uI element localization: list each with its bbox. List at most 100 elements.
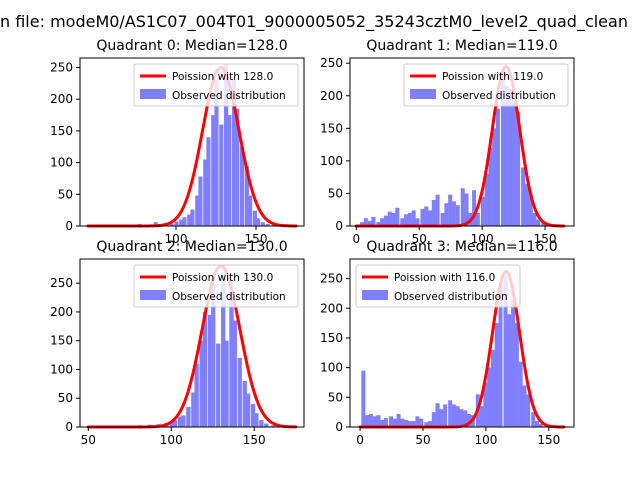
histogram-bar bbox=[380, 218, 385, 226]
histogram-bar bbox=[244, 165, 249, 226]
histogram-bar bbox=[383, 215, 389, 226]
legend-box bbox=[133, 63, 299, 107]
axes-frame bbox=[79, 258, 305, 428]
histogram-bar bbox=[455, 205, 460, 226]
histogram-bar bbox=[521, 167, 526, 226]
histogram-bar bbox=[270, 425, 276, 427]
histogram-bar bbox=[443, 404, 448, 427]
histogram-bar bbox=[495, 108, 501, 226]
y-tick-label: 150 bbox=[320, 121, 343, 135]
y-tick-label: 50 bbox=[58, 187, 73, 201]
histogram-bar bbox=[475, 212, 480, 226]
y-tick-label: 50 bbox=[58, 391, 73, 405]
histogram-bar bbox=[250, 403, 256, 427]
histogram-bar bbox=[153, 222, 158, 226]
histogram-bar bbox=[503, 275, 508, 427]
subplot-title: Quadrant 0: Median=128.0 bbox=[96, 38, 287, 54]
histogram-bar bbox=[467, 413, 472, 427]
histogram-bar bbox=[211, 283, 216, 427]
histogram-bar bbox=[383, 418, 389, 427]
histogram-bar bbox=[182, 217, 187, 226]
histogram-bar bbox=[522, 385, 527, 427]
histogram-bar bbox=[252, 210, 257, 226]
y-tick-label: 0 bbox=[65, 219, 73, 233]
histogram-bar bbox=[395, 207, 400, 226]
histogram-bar bbox=[501, 69, 506, 226]
histogram-bar bbox=[531, 412, 536, 427]
axes-frame bbox=[349, 258, 575, 428]
histogram-bar bbox=[191, 392, 196, 427]
histogram-bar bbox=[407, 212, 412, 226]
y-tick-label: 0 bbox=[335, 219, 343, 233]
legend-hist-swatch bbox=[362, 290, 388, 300]
histogram-bar bbox=[174, 221, 179, 226]
y-tick-label: 200 bbox=[320, 89, 343, 103]
y-tick-label: 200 bbox=[50, 92, 73, 106]
histogram-bar bbox=[235, 108, 240, 226]
y-tick-label: 100 bbox=[320, 361, 343, 375]
histogram-bar bbox=[484, 173, 489, 226]
histogram-bar bbox=[232, 80, 237, 226]
histogram-bar bbox=[237, 357, 242, 427]
x-tick-label: 150 bbox=[243, 433, 266, 447]
axes-frame bbox=[79, 57, 305, 227]
histogram-bar bbox=[198, 176, 203, 226]
histogram-bar bbox=[444, 203, 449, 226]
histogram-bar bbox=[363, 218, 368, 226]
x-tick-label: 100 bbox=[471, 232, 494, 246]
histogram-bar bbox=[480, 196, 485, 226]
histogram-bar bbox=[464, 193, 469, 226]
x-tick-label: 50 bbox=[415, 433, 430, 447]
histogram-bar bbox=[538, 424, 543, 427]
histogram-bar bbox=[420, 209, 425, 226]
histogram-bar bbox=[245, 393, 251, 427]
histogram-bar bbox=[179, 219, 184, 226]
y-tick-label: 200 bbox=[50, 305, 73, 319]
histogram-bar bbox=[380, 419, 385, 427]
histogram-bar bbox=[431, 199, 436, 226]
histogram-bar bbox=[372, 416, 377, 427]
x-tick-label: 150 bbox=[534, 232, 557, 246]
histogram-bar bbox=[507, 314, 512, 427]
histogram-bar bbox=[487, 367, 492, 427]
histogram-bar bbox=[224, 340, 229, 427]
legend-box bbox=[133, 264, 299, 308]
histogram-bar bbox=[528, 193, 533, 226]
histogram-bar bbox=[498, 284, 503, 427]
legend-hist-label: Observed distribution bbox=[394, 291, 508, 303]
figure-suptitle: n file: modeM0/AS1C07_004T01_9000005052_… bbox=[0, 12, 628, 31]
histogram-bar bbox=[435, 194, 440, 226]
histogram-bar bbox=[396, 413, 401, 427]
histogram-bar bbox=[368, 413, 373, 427]
legend-hist-label: Observed distribution bbox=[442, 90, 556, 102]
y-tick-label: 100 bbox=[50, 156, 73, 170]
legend: Poission with 128.0 Observed distribution bbox=[133, 63, 299, 107]
histogram-bar bbox=[400, 418, 405, 427]
histogram-bar bbox=[216, 343, 221, 427]
histogram-bar bbox=[181, 415, 186, 427]
histogram-bar bbox=[504, 86, 509, 226]
histogram-bar bbox=[240, 146, 245, 226]
histogram-bar bbox=[207, 314, 213, 427]
y-tick-label: 150 bbox=[50, 334, 73, 348]
histogram-bar bbox=[211, 115, 216, 226]
histogram-bar bbox=[169, 421, 174, 427]
histogram-bar bbox=[451, 404, 456, 427]
histogram-bar bbox=[534, 421, 540, 427]
y-tick-label: 50 bbox=[328, 390, 343, 404]
histogram-bar bbox=[424, 422, 429, 427]
histogram-bar bbox=[229, 291, 234, 427]
legend: Poission with 119.0 Observed distribution bbox=[403, 63, 569, 107]
histogram-bar bbox=[448, 194, 453, 226]
x-tick-label: 100 bbox=[160, 433, 183, 447]
histogram-bar bbox=[242, 380, 247, 427]
subplot-2: 50 100 150 0 50 100 150 200 250 Quadrant 2: Media… bbox=[50, 239, 305, 447]
histogram-bar bbox=[190, 209, 195, 226]
histogram-bar bbox=[518, 361, 523, 427]
histogram-bar bbox=[260, 222, 265, 226]
subplot-title: Quadrant 1: Median=119.0 bbox=[366, 38, 557, 54]
histogram-bar bbox=[472, 190, 477, 226]
histogram-bar bbox=[391, 212, 396, 226]
legend-hist-swatch bbox=[140, 89, 166, 99]
